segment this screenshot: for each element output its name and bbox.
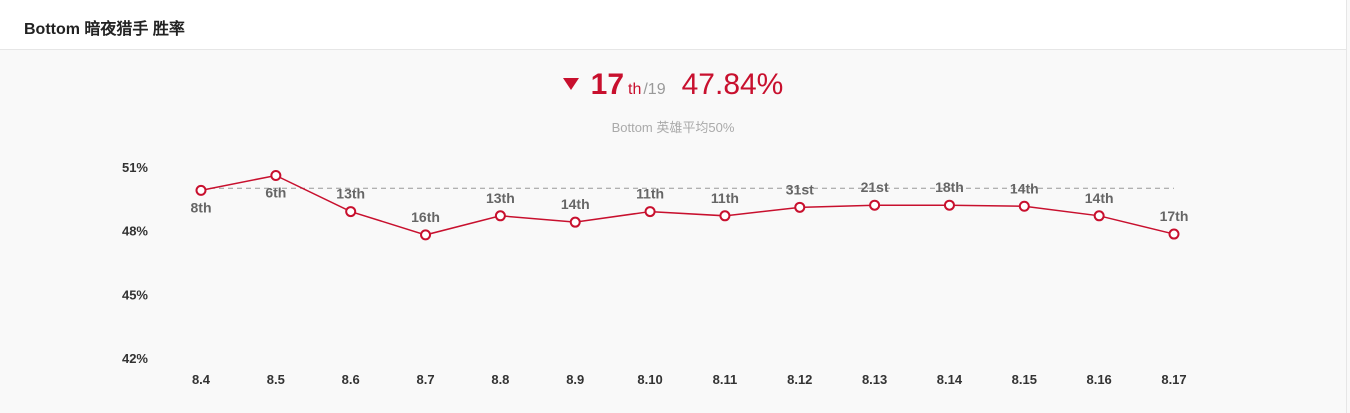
data-point[interactable] bbox=[195, 184, 207, 196]
average-subtitle: Bottom 英雄平均50% bbox=[611, 120, 735, 135]
rank-label: 21st bbox=[861, 179, 889, 195]
trend-down-icon bbox=[562, 78, 579, 90]
x-tick-label: 8.5 bbox=[267, 372, 285, 387]
x-tick-label: 8.10 bbox=[637, 372, 662, 387]
x-tick-label: 8.17 bbox=[1161, 372, 1186, 387]
data-point[interactable] bbox=[644, 206, 656, 218]
rank-label: 17th bbox=[1160, 208, 1189, 224]
rank-label: 14th bbox=[1085, 190, 1114, 206]
y-tick-label: 51% bbox=[122, 160, 148, 175]
rank-total: /19 bbox=[643, 81, 666, 98]
data-point[interactable] bbox=[420, 229, 432, 241]
x-tick-label: 8.15 bbox=[1012, 372, 1037, 387]
data-point[interactable] bbox=[494, 210, 506, 222]
data-point[interactable] bbox=[869, 199, 881, 211]
y-tick-label: 42% bbox=[122, 351, 148, 366]
panel-title: Bottom 暗夜猎手 胜率 bbox=[24, 21, 185, 38]
x-tick-label: 8.11 bbox=[713, 372, 738, 387]
rank-label: 13th bbox=[336, 186, 365, 202]
x-tick-label: 8.4 bbox=[192, 372, 211, 387]
rank-label: 31st bbox=[786, 181, 814, 197]
data-point[interactable] bbox=[1168, 228, 1180, 240]
rank-value: 17 bbox=[590, 68, 625, 101]
rank-label: 11th bbox=[636, 186, 664, 202]
x-tick-label: 8.14 bbox=[937, 372, 963, 387]
data-point[interactable] bbox=[345, 206, 357, 218]
data-point[interactable] bbox=[1093, 210, 1105, 222]
data-point[interactable] bbox=[270, 169, 282, 181]
data-point[interactable] bbox=[719, 210, 731, 222]
data-point[interactable] bbox=[794, 201, 806, 213]
data-point[interactable] bbox=[569, 216, 581, 228]
rank-label: 6th bbox=[265, 184, 286, 200]
x-tick-label: 8.6 bbox=[342, 372, 360, 387]
y-tick-label: 48% bbox=[122, 224, 148, 239]
y-tick-label: 45% bbox=[122, 287, 148, 302]
rank-label: 8th bbox=[191, 199, 212, 215]
x-tick-label: 8.16 bbox=[1086, 372, 1111, 387]
x-tick-label: 8.12 bbox=[787, 372, 812, 387]
x-tick-label: 8.9 bbox=[566, 372, 584, 387]
rank-label: 13th bbox=[486, 190, 515, 206]
data-point[interactable] bbox=[943, 199, 955, 211]
winrate-value: 47.84% bbox=[681, 68, 784, 101]
rank-suffix: th bbox=[628, 81, 642, 98]
rank-label: 16th bbox=[411, 209, 440, 225]
panel-header: Bottom 暗夜猎手 胜率 bbox=[0, 0, 1346, 50]
rank-label: 11th bbox=[711, 190, 739, 206]
data-point[interactable] bbox=[1018, 200, 1030, 212]
x-tick-label: 8.8 bbox=[491, 372, 509, 387]
winrate-series-line bbox=[200, 174, 1175, 236]
rank-label: 14th bbox=[561, 196, 590, 212]
x-tick-label: 8.7 bbox=[416, 372, 434, 387]
x-tick-label: 8.13 bbox=[862, 372, 887, 387]
rank-label: 18th bbox=[935, 179, 964, 195]
rank-label: 14th bbox=[1010, 180, 1039, 196]
